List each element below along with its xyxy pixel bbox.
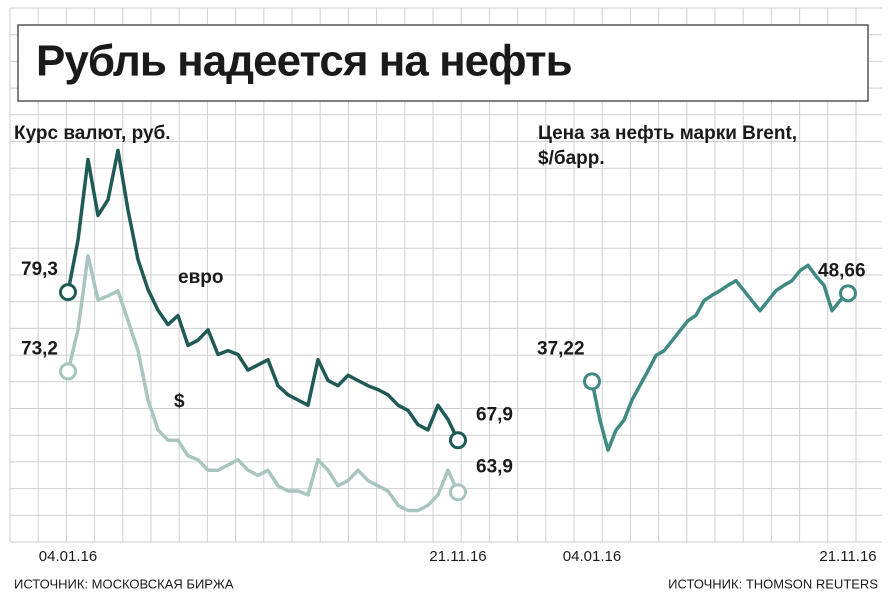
- value-label: 67,9: [476, 404, 513, 425]
- axis-label: Курс валют, руб.: [14, 123, 171, 144]
- value-label: 63,9: [476, 456, 513, 477]
- series-label: $: [174, 391, 185, 412]
- x-tick-label: 04.01.16: [563, 548, 621, 565]
- value-label: 37,22: [537, 338, 585, 359]
- end-marker: [839, 284, 857, 303]
- line: [66, 253, 460, 513]
- source: ИСТОЧНИК: THOMSON REUTERS: [668, 576, 878, 591]
- value-label: 79,3: [21, 259, 58, 280]
- line: [66, 148, 460, 442]
- grid-mask: [0, 543, 892, 611]
- title: Рубль надеется на нефть: [36, 37, 572, 86]
- value-label: 48,66: [818, 260, 866, 281]
- end-marker: [583, 372, 601, 391]
- series-label: евро: [178, 267, 223, 288]
- end-marker: [449, 483, 467, 502]
- end-marker: [59, 283, 77, 302]
- axis-label: $/барр.: [538, 148, 605, 169]
- axis-label: Цена за нефть марки Brent,: [538, 123, 797, 144]
- end-marker: [449, 431, 467, 450]
- line: [590, 263, 850, 452]
- value-label: 73,2: [21, 338, 58, 359]
- x-tick-label: 04.01.16: [39, 548, 97, 565]
- x-tick-label: 21.11.16: [429, 548, 486, 565]
- x-tick-label: 21.11.16: [819, 548, 876, 565]
- source: ИСТОЧНИК: МОСКОВСКАЯ БИРЖА: [14, 576, 234, 591]
- title-box: [17, 24, 869, 102]
- end-marker: [59, 362, 77, 381]
